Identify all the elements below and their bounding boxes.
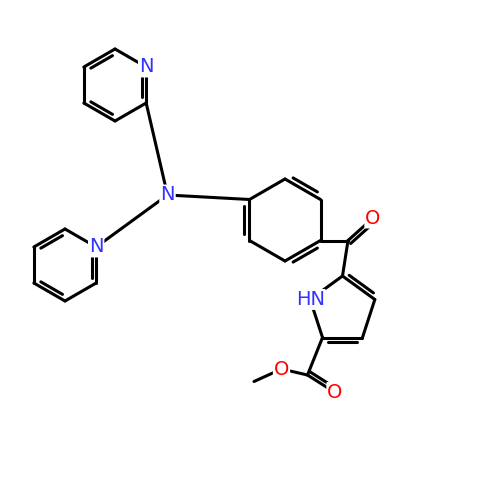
Text: N: N xyxy=(89,238,104,256)
Text: O: O xyxy=(366,208,380,228)
Text: N: N xyxy=(139,58,154,76)
Text: O: O xyxy=(274,360,289,378)
Text: O: O xyxy=(328,383,342,402)
Text: HN: HN xyxy=(296,290,324,309)
Text: N: N xyxy=(160,186,175,204)
